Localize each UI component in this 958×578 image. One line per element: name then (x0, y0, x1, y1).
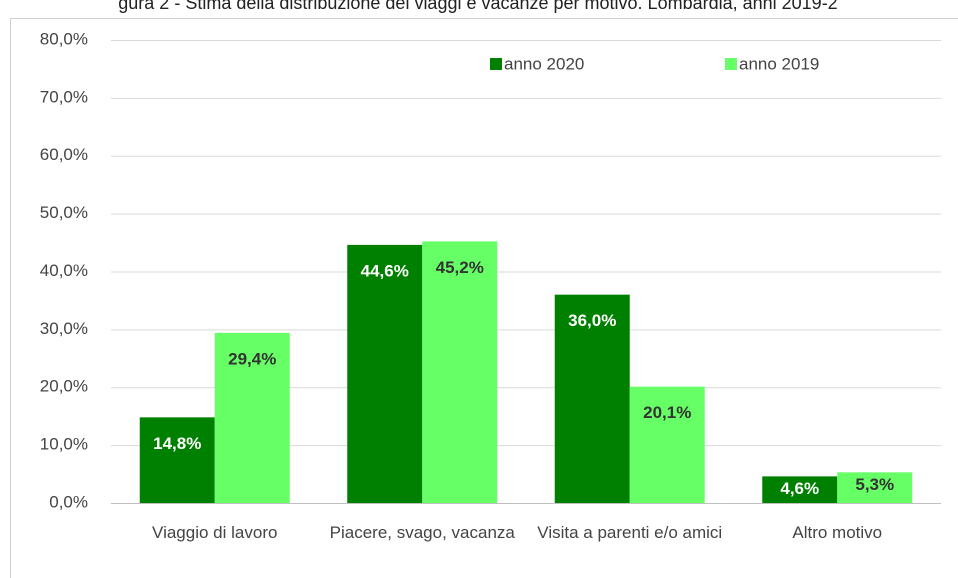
bar (347, 244, 423, 503)
chart-frame (10, 18, 958, 578)
y-tick-label: 0,0% (49, 492, 88, 511)
y-tick-label: 70,0% (40, 87, 88, 106)
data-label: 36,0% (568, 311, 616, 330)
bar (139, 417, 215, 503)
data-label: 20,1% (643, 403, 691, 422)
data-label: 5,3% (855, 475, 894, 494)
legend-swatch (490, 58, 502, 70)
chart-title: gura 2 - Stima della distribuzione dei v… (118, 0, 837, 13)
bar (762, 476, 838, 503)
legend-label: anno 2019 (739, 54, 819, 73)
x-tick-label: Piacere, svago, vacanza (329, 523, 515, 542)
bar (214, 332, 290, 503)
y-tick-label: 60,0% (40, 145, 88, 164)
bar (422, 241, 498, 503)
y-tick-label: 20,0% (40, 377, 88, 396)
data-label: 29,4% (228, 349, 276, 368)
x-tick-label: Altro motivo (792, 523, 883, 542)
data-label: 14,8% (153, 434, 201, 453)
data-label: 45,2% (436, 258, 484, 277)
y-tick-label: 40,0% (40, 261, 88, 280)
bar (837, 472, 913, 503)
legend-swatch (725, 58, 737, 70)
data-label: 44,6% (361, 261, 409, 280)
legend-label: anno 2020 (504, 54, 584, 73)
y-tick-label: 50,0% (40, 203, 88, 222)
y-tick-label: 10,0% (40, 435, 88, 454)
bar (554, 294, 630, 503)
x-tick-label: Viaggio di lavoro (152, 523, 278, 542)
y-tick-label: 80,0% (40, 29, 88, 48)
bar (629, 386, 705, 503)
y-tick-label: 30,0% (40, 319, 88, 338)
x-tick-label: Visita a parenti e/o amici (537, 523, 723, 542)
data-label: 4,6% (780, 479, 819, 498)
